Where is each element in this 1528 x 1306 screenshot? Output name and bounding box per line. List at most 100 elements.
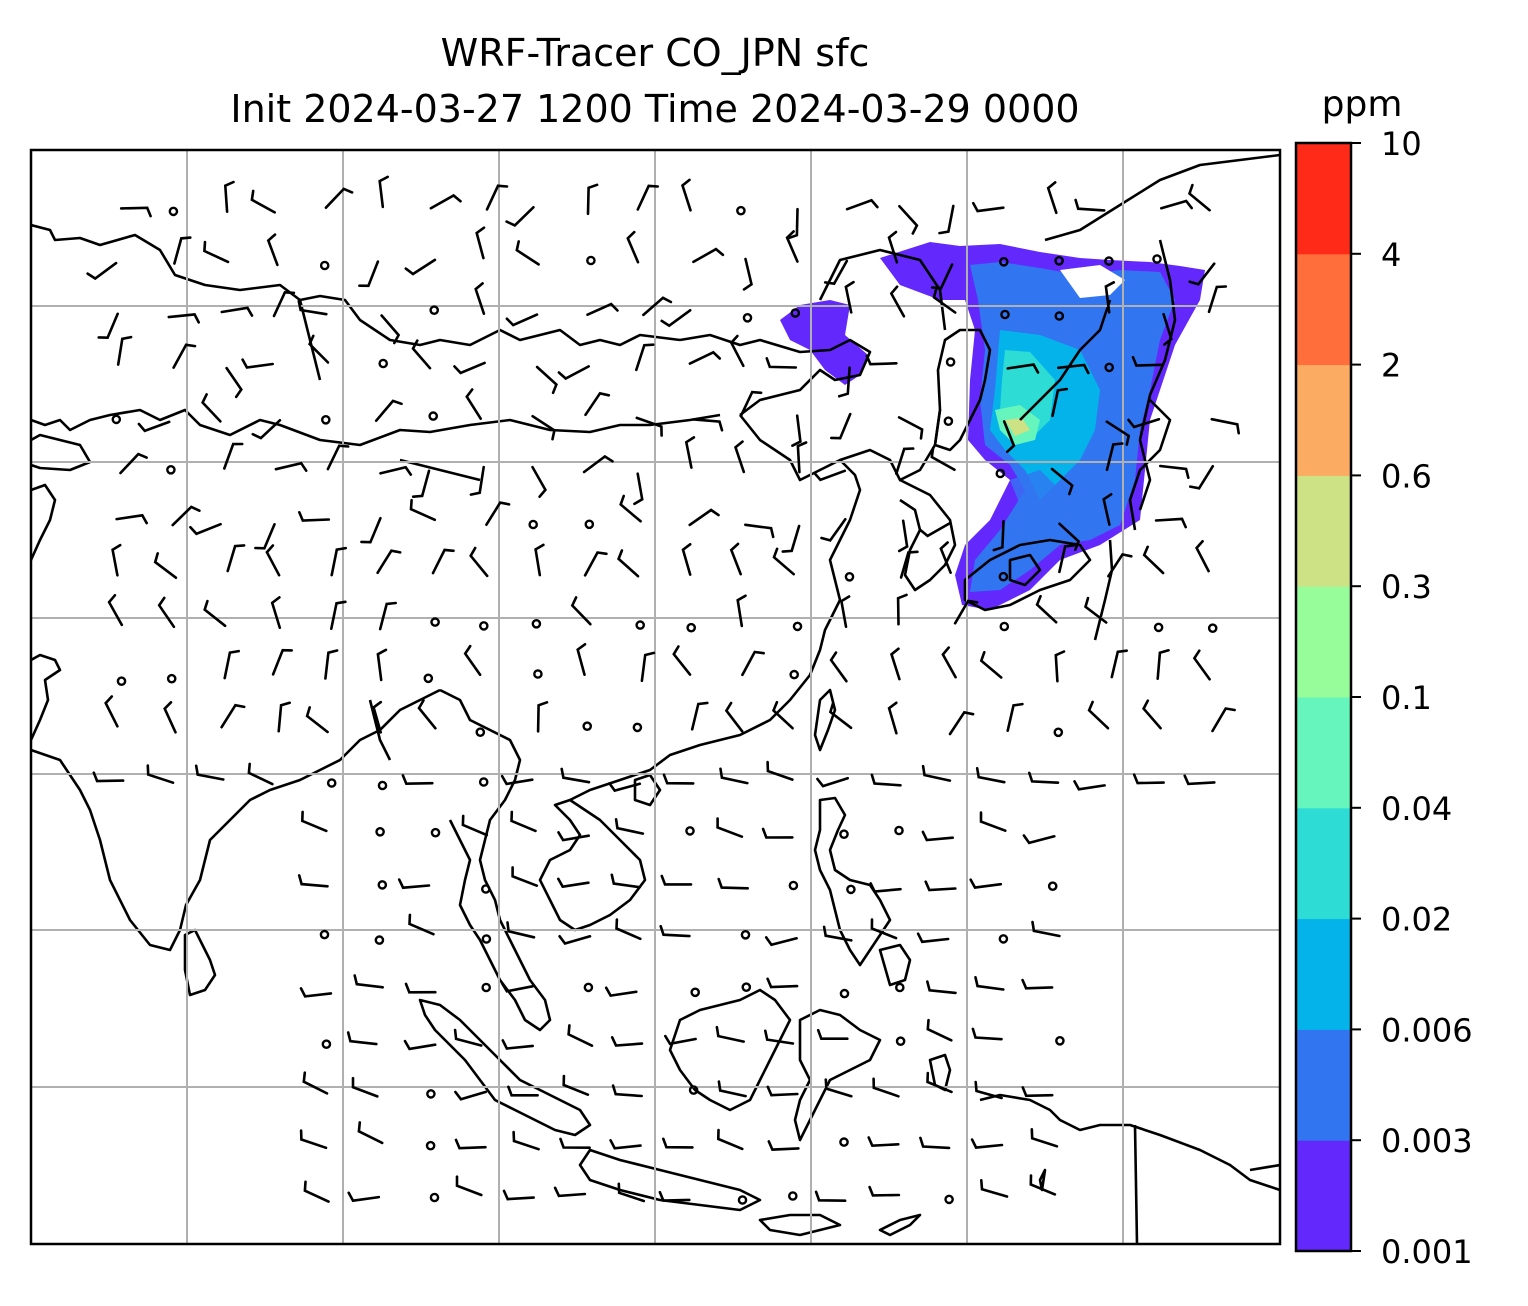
calm-wind-marker bbox=[741, 982, 752, 993]
calm-wind-marker bbox=[116, 676, 127, 687]
wind-barb bbox=[411, 469, 431, 498]
wind-barb bbox=[357, 1121, 384, 1145]
wind-barb bbox=[324, 187, 354, 209]
wind-barb bbox=[567, 1024, 594, 1047]
wind-barb bbox=[822, 925, 853, 942]
wind-barb bbox=[570, 596, 592, 626]
calm-wind-marker bbox=[894, 825, 904, 836]
wind-barb bbox=[97, 312, 119, 340]
wind-barb bbox=[1006, 363, 1040, 374]
wind-barb bbox=[895, 447, 915, 475]
wind-barb bbox=[326, 444, 350, 471]
colorbar-tick-label: 0.04 bbox=[1381, 790, 1452, 828]
wind-barb bbox=[271, 648, 293, 676]
wind-barb bbox=[330, 600, 347, 630]
calm-wind-marker bbox=[740, 930, 751, 940]
wind-barb bbox=[640, 651, 656, 683]
wind-barb bbox=[485, 184, 509, 211]
wind-barb bbox=[845, 198, 879, 211]
wind-barb bbox=[277, 701, 291, 733]
wind-barb bbox=[510, 810, 537, 833]
wind-barb bbox=[614, 818, 645, 835]
calm-wind-marker bbox=[1055, 1036, 1065, 1046]
calm-wind-marker bbox=[839, 1137, 849, 1147]
wind-barb bbox=[1051, 387, 1069, 418]
wind-barb bbox=[146, 764, 175, 784]
wind-barb bbox=[358, 260, 380, 288]
calm-wind-marker bbox=[792, 621, 803, 632]
wind-barb bbox=[299, 987, 333, 998]
wind-barb bbox=[266, 233, 279, 267]
colorbar-tick-label: 0.3 bbox=[1381, 568, 1432, 606]
wind-barb bbox=[1058, 544, 1076, 574]
colorbar-swatch bbox=[1296, 586, 1351, 698]
calm-wind-marker bbox=[737, 1195, 748, 1205]
wind-barb bbox=[1105, 442, 1124, 472]
wind-barb bbox=[716, 817, 744, 838]
calm-wind-marker bbox=[945, 357, 956, 367]
wind-barb bbox=[626, 230, 640, 264]
wind-barb bbox=[941, 646, 957, 679]
wind-barb bbox=[376, 648, 388, 682]
calm-wind-marker bbox=[944, 1194, 954, 1205]
wind-barbs bbox=[86, 175, 1240, 1205]
wind-barb bbox=[454, 1138, 487, 1150]
colorbar-tick-label: 0.006 bbox=[1381, 1011, 1473, 1049]
wind-barb bbox=[1189, 464, 1215, 490]
wind-barb bbox=[717, 1080, 747, 1098]
wind-barb bbox=[684, 436, 696, 469]
calm-wind-marker bbox=[319, 260, 330, 271]
wind-barb bbox=[536, 701, 549, 733]
wind-barb bbox=[1110, 649, 1128, 679]
colorbar-tick-label: 4 bbox=[1381, 236, 1401, 274]
colorbar-swatch bbox=[1296, 697, 1351, 809]
wind-barb bbox=[787, 207, 799, 240]
wind-barb bbox=[974, 976, 1005, 991]
wind-barb bbox=[889, 647, 901, 681]
calm-wind-marker bbox=[690, 987, 701, 998]
wind-barb bbox=[576, 643, 587, 676]
wind-barb bbox=[660, 874, 693, 886]
wind-barb bbox=[111, 543, 122, 577]
calm-wind-marker bbox=[736, 205, 746, 216]
colorbar-tick-label: 0.003 bbox=[1381, 1122, 1473, 1160]
calm-wind-marker bbox=[430, 827, 441, 838]
wind-barb bbox=[688, 508, 720, 527]
wind-barb bbox=[463, 644, 482, 677]
wind-barb bbox=[690, 701, 709, 731]
wind-barb bbox=[379, 465, 413, 476]
wind-barb bbox=[454, 1090, 488, 1101]
wind-barb bbox=[953, 599, 979, 625]
wind-barb bbox=[761, 827, 794, 839]
wind-barb bbox=[250, 189, 276, 214]
wind-barb bbox=[724, 701, 744, 733]
wind-barb bbox=[558, 935, 592, 945]
wind-barb bbox=[586, 302, 619, 316]
calm-wind-marker bbox=[839, 829, 849, 840]
wind-barb bbox=[453, 361, 486, 375]
wind-barb bbox=[465, 388, 482, 420]
wind-barb bbox=[716, 1128, 744, 1151]
wind-barb bbox=[455, 1175, 483, 1197]
colorbar-tick-label: 10 bbox=[1381, 125, 1422, 163]
wind-barb bbox=[1154, 517, 1187, 529]
wind-barb bbox=[919, 521, 952, 538]
wind-barb bbox=[1058, 522, 1081, 551]
calm-wind-marker bbox=[788, 1191, 798, 1201]
wind-barb bbox=[86, 261, 118, 281]
wind-barb bbox=[971, 1027, 1003, 1041]
wind-barb bbox=[1021, 978, 1054, 990]
calm-wind-marker bbox=[1207, 623, 1218, 634]
wind-barb bbox=[115, 513, 148, 525]
wind-barb bbox=[531, 465, 547, 498]
wind-barb bbox=[1188, 262, 1216, 286]
wind-barb bbox=[1028, 771, 1060, 784]
wind-barb bbox=[553, 1186, 587, 1198]
wind-barb bbox=[163, 701, 177, 734]
wind-barb bbox=[557, 365, 590, 381]
calm-wind-marker bbox=[582, 721, 593, 732]
wind-barb bbox=[116, 335, 133, 366]
calm-wind-marker bbox=[1047, 881, 1058, 892]
calm-wind-marker bbox=[375, 827, 385, 837]
wind-barb bbox=[461, 814, 489, 837]
